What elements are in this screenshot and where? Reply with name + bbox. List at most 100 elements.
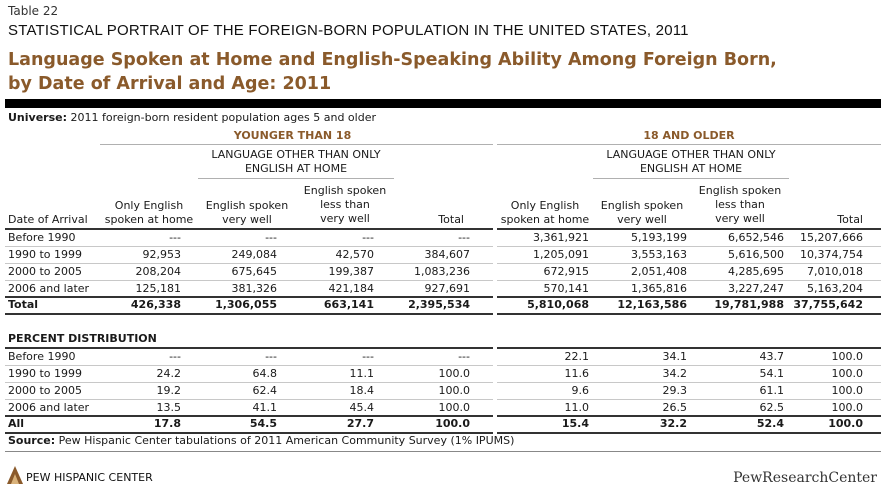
- table-number: Table 22: [8, 4, 59, 18]
- table-cell: 7,010,018: [807, 265, 863, 278]
- footer-divider: [5, 451, 881, 452]
- row-label: 2000 to 2005: [8, 384, 83, 397]
- table-cell: 11.6: [564, 367, 590, 380]
- col-line: less than: [715, 198, 765, 211]
- footer-right-logo: PewResearchCenter: [733, 470, 877, 486]
- table-cell: 5,163,204: [807, 282, 863, 295]
- table-cell: 18.4: [349, 384, 375, 397]
- col-line: English spoken: [303, 184, 387, 197]
- col-total-younger: Total: [394, 213, 492, 227]
- table-cell: 100.0: [828, 417, 863, 430]
- col-line: very well: [715, 212, 765, 225]
- row-label: Total: [8, 298, 39, 311]
- table-cell: 41.1: [252, 401, 278, 414]
- table-cell: 384,607: [424, 248, 471, 261]
- table-cell: 61.1: [759, 384, 785, 397]
- row-label: 2006 and later: [8, 401, 90, 414]
- table-cell: 4,285,695: [728, 265, 784, 278]
- table-cell: 34.2: [662, 367, 688, 380]
- table-cell: ---: [458, 231, 470, 244]
- row-label: 1990 to 1999: [8, 367, 83, 380]
- col-date-of-arrival: Date of Arrival: [8, 213, 88, 226]
- row-divider: [5, 399, 881, 400]
- row-label: 1990 to 1999: [8, 248, 83, 261]
- table-cell: 13.5: [156, 401, 182, 414]
- table-cell: 663,141: [323, 298, 374, 311]
- table-cell: 208,204: [135, 265, 182, 278]
- group-older: 18 AND OLDER: [643, 129, 735, 142]
- col-line: English spoken: [698, 184, 782, 197]
- table-cell: 32.2: [659, 417, 687, 430]
- col-line: Total: [837, 213, 863, 226]
- table-cell: 11.0: [564, 401, 590, 414]
- row-divider: [5, 382, 881, 383]
- row-divider: [5, 263, 881, 264]
- table-cell: 5,193,199: [631, 231, 687, 244]
- table-cell: 426,338: [130, 298, 181, 311]
- universe-text: 2011 foreign-born resident population ag…: [67, 111, 376, 124]
- table-cell: 2,395,534: [408, 298, 470, 311]
- row-divider: [5, 246, 881, 247]
- table-cell: 421,184: [328, 282, 375, 295]
- subgroup-rule-older: [593, 178, 789, 179]
- col-only-english-younger: Only English spoken at home: [100, 199, 198, 227]
- row-label: All: [8, 417, 25, 430]
- percent-distribution-heading: PERCENT DISTRIBUTION: [8, 332, 157, 345]
- title-line-1: Language Spoken at Home and English-Spea…: [8, 50, 777, 70]
- source-label: Source:: [8, 434, 56, 447]
- table-cell: 5,810,068: [527, 298, 589, 311]
- table-cell: 64.8: [252, 367, 278, 380]
- table-cell: 1,205,091: [533, 248, 589, 261]
- row-divider: [5, 228, 881, 230]
- subgroup-rule-younger: [198, 178, 394, 179]
- table-cell: 100.0: [438, 367, 471, 380]
- table-cell: ---: [169, 350, 181, 363]
- col-only-english-older: Only English spoken at home: [497, 199, 593, 227]
- table-cell: 100.0: [831, 350, 864, 363]
- table-cell: 52.4: [756, 417, 784, 430]
- table-cell: 381,326: [231, 282, 278, 295]
- source-text: Pew Hispanic Center tabulations of 2011 …: [55, 434, 515, 447]
- table-cell: 19.2: [156, 384, 182, 397]
- col-line: spoken at home: [104, 213, 194, 226]
- table-cell: 11.1: [349, 367, 375, 380]
- table-cell: 42,570: [335, 248, 375, 261]
- row-divider: [5, 365, 881, 366]
- table-cell: 12,163,586: [617, 298, 687, 311]
- table-cell: 62.4: [252, 384, 278, 397]
- table-cell: 27.7: [346, 417, 374, 430]
- table-cell: 6,652,546: [728, 231, 784, 244]
- table-cell: 24.2: [156, 367, 182, 380]
- row-label: 2006 and later: [8, 282, 90, 295]
- table-cell: 1,306,055: [215, 298, 277, 311]
- row-label: 2000 to 2005: [8, 265, 83, 278]
- table-cell: 3,361,921: [533, 231, 589, 244]
- table-cell: 22.1: [564, 350, 590, 363]
- subgroup-line-1: LANGUAGE OTHER THAN ONLY: [211, 148, 381, 161]
- table-cell: 125,181: [135, 282, 182, 295]
- col-line: Total: [438, 213, 464, 226]
- col-line: Only English: [510, 199, 580, 212]
- row-divider: [5, 313, 881, 315]
- table-cell: 927,691: [424, 282, 471, 295]
- table-cell: 100.0: [435, 417, 470, 430]
- table-cell: 3,227,247: [728, 282, 784, 295]
- table-cell: 675,645: [231, 265, 278, 278]
- title-line-2: by Date of Arrival and Age: 2011: [8, 74, 332, 94]
- table-cell: 3,553,163: [631, 248, 687, 261]
- table-cell: 34.1: [662, 350, 688, 363]
- subgroup-line-2: ENGLISH AT HOME: [244, 162, 348, 175]
- table-cell: 15,207,666: [800, 231, 863, 244]
- col-line: less than: [320, 198, 370, 211]
- row-divider: [5, 296, 881, 298]
- table-cell: 100.0: [831, 401, 864, 414]
- col-less-older: English spoken less than very well: [691, 184, 789, 226]
- table-cell: 249,084: [231, 248, 278, 261]
- table-cell: ---: [362, 231, 374, 244]
- col-very-well-younger: English spoken very well: [198, 199, 296, 227]
- column-gap: [493, 228, 497, 434]
- header-bar: [5, 99, 881, 108]
- table-cell: 672,915: [543, 265, 590, 278]
- table-cell: 45.4: [349, 401, 375, 414]
- table-cell: ---: [265, 350, 277, 363]
